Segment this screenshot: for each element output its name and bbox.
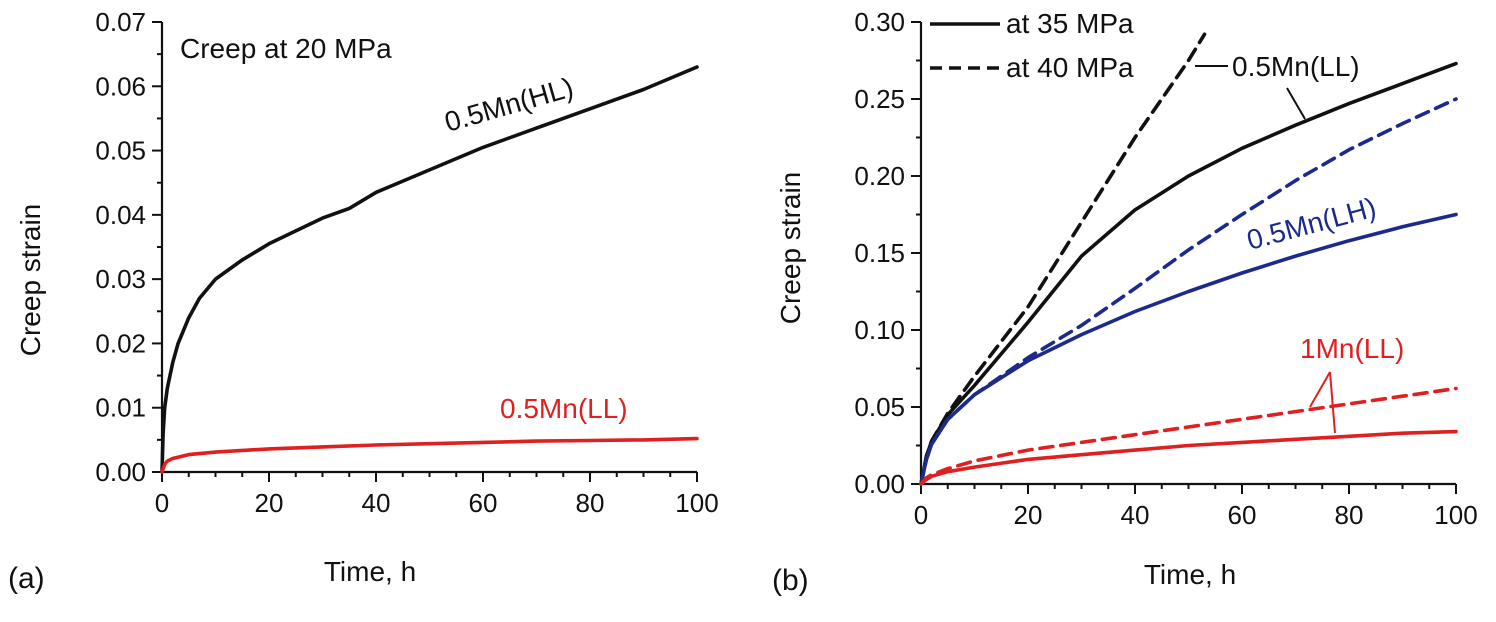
panel-b-axes: 0 20 40 60 80 100 0.00 0.05 0.10 0.15 0.20 0.25 0.30 bbox=[854, 7, 1477, 530]
panel-b-x-tick-label: 100 bbox=[1434, 500, 1477, 530]
panel-b-ylabel: Creep strain bbox=[775, 172, 806, 325]
panel-a-y-tick-label: 0.07 bbox=[95, 7, 146, 37]
panel-a-y-tick-label: 0.01 bbox=[95, 393, 146, 423]
legend-label-40: at 40 MPa bbox=[1006, 52, 1134, 83]
panel-a-annotation-ll: 0.5Mn(LL) bbox=[500, 393, 628, 424]
panel-a-ylabel: Creep strain bbox=[15, 204, 46, 357]
panel-b-annotation-1mn: 1Mn(LL) bbox=[1300, 333, 1404, 364]
legend-label-35: at 35 MPa bbox=[1006, 8, 1134, 39]
panel-a-x-tick-label: 60 bbox=[469, 488, 498, 518]
panel-b-xlabel: Time, h bbox=[1144, 559, 1236, 590]
panel-b-x-tick-label: 80 bbox=[1335, 500, 1364, 530]
panel-b-series-line-4 bbox=[919, 429, 1458, 486]
panel-b-series-line-3 bbox=[919, 97, 1458, 486]
panel-a-y-tick-label: 0.04 bbox=[95, 200, 146, 230]
chart-panel-a: 0 20 40 60 80 100 0.00 0.01 0.02 0.03 0.04 0.05 0.06… bbox=[8, 7, 719, 595]
panel-a-x-tick-label: 100 bbox=[675, 488, 718, 518]
panel-a-y-tick-label: 0.05 bbox=[95, 136, 146, 166]
panel-b-legend: at 35 MPa at 40 MPa bbox=[930, 8, 1134, 83]
panel-b-y-tick-label: 0.15 bbox=[854, 238, 905, 268]
panel-b-leader-ll-2 bbox=[1286, 87, 1306, 120]
panel-b-y-tick-label: 0.30 bbox=[854, 7, 905, 37]
panel-b-y-tick-label: 0.05 bbox=[854, 392, 905, 422]
panel-a-x-tick-label: 20 bbox=[255, 488, 284, 518]
panel-b-x-tick-label: 60 bbox=[1228, 500, 1257, 530]
panel-b-annotation-ll: 0.5Mn(LL) bbox=[1232, 51, 1360, 82]
panel-b-label: (b) bbox=[772, 564, 809, 597]
panel-a-series bbox=[160, 65, 699, 474]
panel-b-x-tick-label: 20 bbox=[1014, 500, 1043, 530]
panel-b-y-tick-label: 0.20 bbox=[854, 161, 905, 191]
panel-b-series-line-1 bbox=[919, 32, 1207, 486]
panel-a-x-tick-label: 80 bbox=[576, 488, 605, 518]
panel-a-y-tick-label: 0.00 bbox=[95, 457, 146, 487]
panel-b-leader-1mn-b bbox=[1329, 371, 1336, 434]
panel-a-axes: 0 20 40 60 80 100 0.00 0.01 0.02 0.03 0.04 0.05 0.06… bbox=[95, 7, 718, 518]
panel-a-x-tick-label: 0 bbox=[155, 488, 169, 518]
panel-a-y-tick-label: 0.03 bbox=[95, 264, 146, 294]
chart-panel-b: 0 20 40 60 80 100 0.00 0.05 0.10 0.15 0.20 0.25 0.30… bbox=[772, 7, 1478, 597]
panel-b-leader-1mn-a bbox=[1309, 371, 1331, 408]
panel-a-y-tick-label: 0.06 bbox=[95, 71, 146, 101]
panel-b-y-tick-label: 0.00 bbox=[854, 469, 905, 499]
panel-b-x-tick-label: 40 bbox=[1121, 500, 1150, 530]
panel-a-xlabel: Time, h bbox=[324, 556, 416, 587]
panel-b-series bbox=[919, 32, 1458, 486]
panel-a-y-tick-label: 0.02 bbox=[95, 328, 146, 358]
panel-b-series-line-0 bbox=[919, 61, 1458, 486]
panel-a-annotation-hl: 0.5Mn(HL) bbox=[441, 72, 577, 138]
panel-b-x-tick-label: 0 bbox=[914, 500, 928, 530]
panel-a-x-tick-label: 40 bbox=[362, 488, 391, 518]
panel-a-label: (a) bbox=[8, 562, 45, 595]
panel-b-y-tick-label: 0.25 bbox=[854, 84, 905, 114]
panel-b-series-line-5 bbox=[919, 386, 1458, 486]
panel-a-series-line-1 bbox=[160, 436, 699, 474]
panel-b-y-tick-label: 0.10 bbox=[854, 315, 905, 345]
panel-a-series-line-0 bbox=[160, 65, 699, 474]
panel-a-title: Creep at 20 MPa bbox=[180, 33, 392, 64]
